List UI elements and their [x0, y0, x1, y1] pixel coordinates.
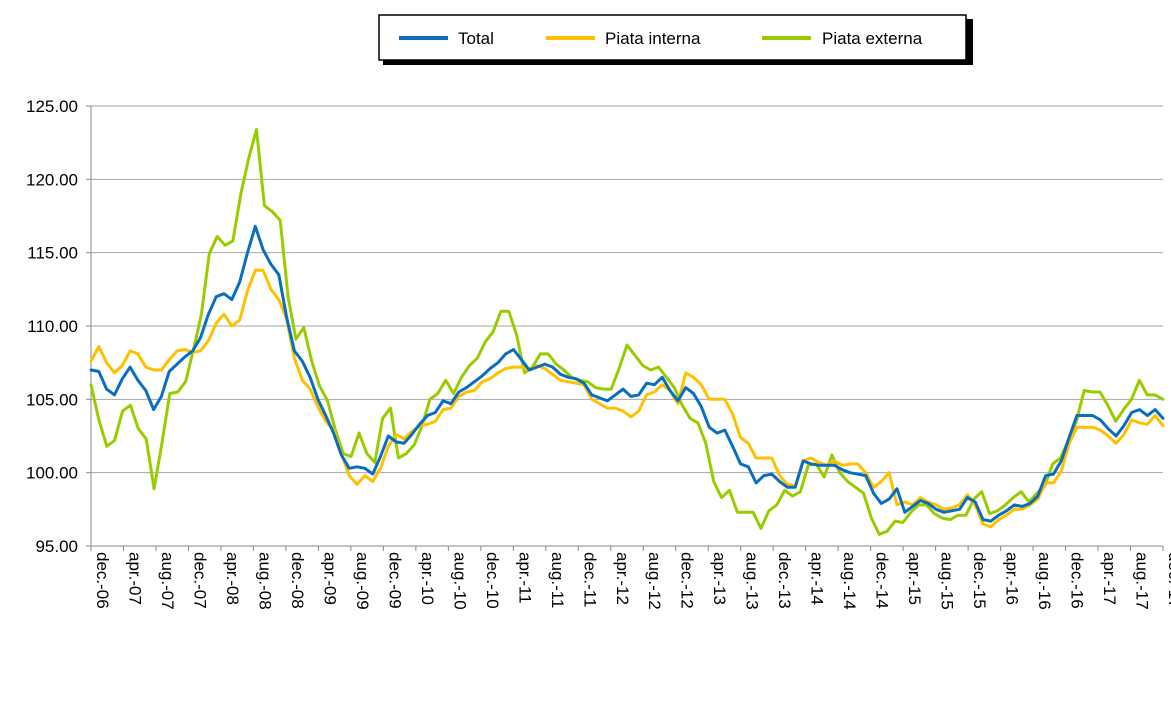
legend-label-total: Total — [458, 29, 494, 48]
legend-box — [378, 14, 967, 61]
series-line-total — [89, 224, 1165, 523]
x-tick-label: dec.-06 — [93, 552, 112, 609]
y-tick-label: 105.00 — [26, 390, 78, 409]
y-tick-label: 120.00 — [26, 170, 78, 189]
legend: Total Piata interna Piata externa — [378, 14, 973, 65]
x-tick-label: aug.-12 — [645, 552, 664, 610]
series-line-piata-externa — [89, 128, 1165, 536]
x-tick-label: dec.-14 — [873, 552, 892, 609]
x-tick-label: apr.-11 — [515, 552, 534, 604]
x-tick-label: aug.-10 — [450, 552, 469, 610]
gridlines — [91, 105, 1163, 547]
x-tick-label: dec.-09 — [385, 552, 404, 609]
x-tick-label: dec.-07 — [190, 552, 209, 609]
x-tick-label: dec.-16 — [1068, 552, 1087, 609]
x-tick-label: aug.-17 — [1133, 552, 1152, 610]
series-line-piata-interna — [89, 268, 1165, 529]
x-tick-label: aug.-15 — [938, 552, 957, 610]
x-tick-label: aug.-13 — [743, 552, 762, 610]
x-tick-label: dec.-13 — [775, 552, 794, 609]
x-tick-label: dec.-11 — [580, 552, 599, 607]
legend-label-piata-externa: Piata externa — [822, 29, 923, 48]
x-tick-label: apr.-16 — [1003, 552, 1022, 605]
x-tick-label: apr.-12 — [613, 552, 632, 605]
x-tick-label: aug.-09 — [353, 552, 372, 610]
y-tick-label: 125.00 — [26, 97, 78, 116]
x-tick-label: apr.-07 — [125, 552, 144, 605]
series-lines — [89, 128, 1165, 536]
x-tick-label: apr.-14 — [808, 552, 827, 605]
y-tick-label: 110.00 — [27, 317, 78, 336]
x-tick-label: apr.-08 — [223, 552, 242, 605]
x-tick-label: aug.-08 — [255, 552, 274, 610]
x-tick-label: dec.-12 — [678, 552, 697, 609]
x-tick-label: aug.-14 — [840, 552, 859, 610]
x-axis: dec.-06 apr.-07 aug.-07 dec.-07 apr.-08 aug.-… — [90, 545, 1171, 610]
x-tick-label: dec.-10 — [483, 552, 502, 609]
x-tick-label: aug.-07 — [158, 552, 177, 610]
x-tick-label: apr.-15 — [905, 552, 924, 605]
x-tick-label: aug.-16 — [1035, 552, 1054, 610]
x-tick-label: dec.-15 — [970, 552, 989, 609]
y-tick-label: 95.00 — [35, 537, 78, 556]
x-tick-label: apr.-10 — [418, 552, 437, 605]
y-axis: 95.00 100.00 105.00 110.00 115.00 120.00 125.0… — [26, 97, 92, 556]
legend-label-piata-interna: Piata interna — [605, 29, 701, 48]
x-tick-label: apr.-13 — [710, 552, 729, 605]
x-tick-label: dec.-08 — [288, 552, 307, 609]
y-tick-label: 115.00 — [27, 244, 78, 263]
x-tick-label: dec.-17 — [1165, 552, 1171, 609]
x-tick-label: apr.-17 — [1100, 552, 1119, 605]
x-tick-label: aug.-11 — [548, 552, 567, 608]
x-tick-label: apr.-09 — [320, 552, 339, 605]
y-tick-label: 100.00 — [26, 464, 78, 483]
